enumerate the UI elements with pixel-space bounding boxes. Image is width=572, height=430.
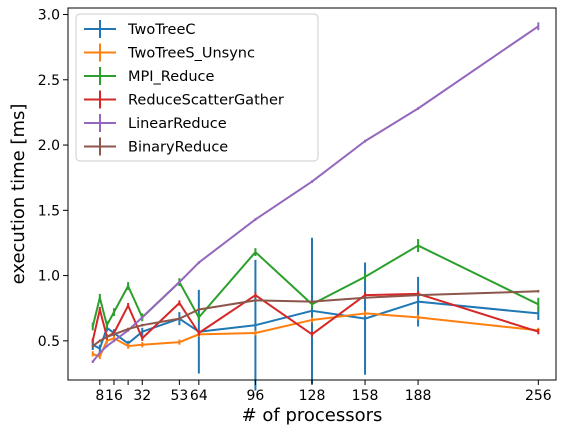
legend-label: TwoTreeC [127, 22, 196, 38]
legend-item: TwoTreeS_Unsync [84, 43, 255, 62]
legend: TwoTreeC TwoTreeS_Unsync MPI_Reduce ReduceS… [75, 13, 319, 162]
legend-label: MPI_Reduce [128, 69, 214, 85]
x-axis: 8 16 32 53 64 96 128 158 188 256 [95, 380, 552, 404]
legend-label: BinaryReduce [128, 140, 228, 156]
y-axis-label: execution time [ms] [8, 104, 29, 285]
y-tick-label: 3.0 [38, 8, 60, 24]
y-axis: 0.5 1.0 1.5 2.0 2.5 3.0 [38, 8, 68, 350]
legend-item: ReduceScatterGather [84, 90, 284, 109]
y-tick-label: 2.5 [38, 73, 60, 89]
legend-item: LinearReduce [84, 114, 227, 132]
series-5 [91, 289, 540, 348]
series-layer [91, 22, 540, 391]
legend-label: LinearReduce [128, 116, 227, 132]
x-tick-label: 53 [170, 388, 188, 404]
legend-item: BinaryReduce [84, 137, 228, 156]
x-tick-label: 32 [133, 388, 151, 404]
x-tick-label: 128 [299, 388, 326, 404]
x-tick-label: 188 [405, 388, 432, 404]
x-tick-label: 96 [247, 388, 265, 404]
x-tick-label: 16 [105, 388, 123, 404]
y-tick-label: 1.5 [38, 203, 60, 219]
legend-item: TwoTreeC [84, 20, 196, 38]
x-tick-label: 8 [95, 388, 104, 404]
x-tick-label: 158 [352, 388, 379, 404]
legend-item: MPI_Reduce [84, 67, 214, 85]
y-tick-label: 2.0 [38, 138, 60, 154]
y-tick-label: 0.5 [38, 334, 60, 350]
legend-label: TwoTreeS_Unsync [127, 46, 255, 62]
x-axis-label: # of processors [242, 405, 383, 426]
y-tick-label: 1.0 [38, 269, 60, 285]
x-tick-label: 256 [525, 388, 552, 404]
legend-label: ReduceScatterGather [128, 93, 284, 109]
series-4 [91, 22, 540, 364]
x-tick-label: 64 [190, 388, 208, 404]
legend-box [75, 13, 319, 162]
